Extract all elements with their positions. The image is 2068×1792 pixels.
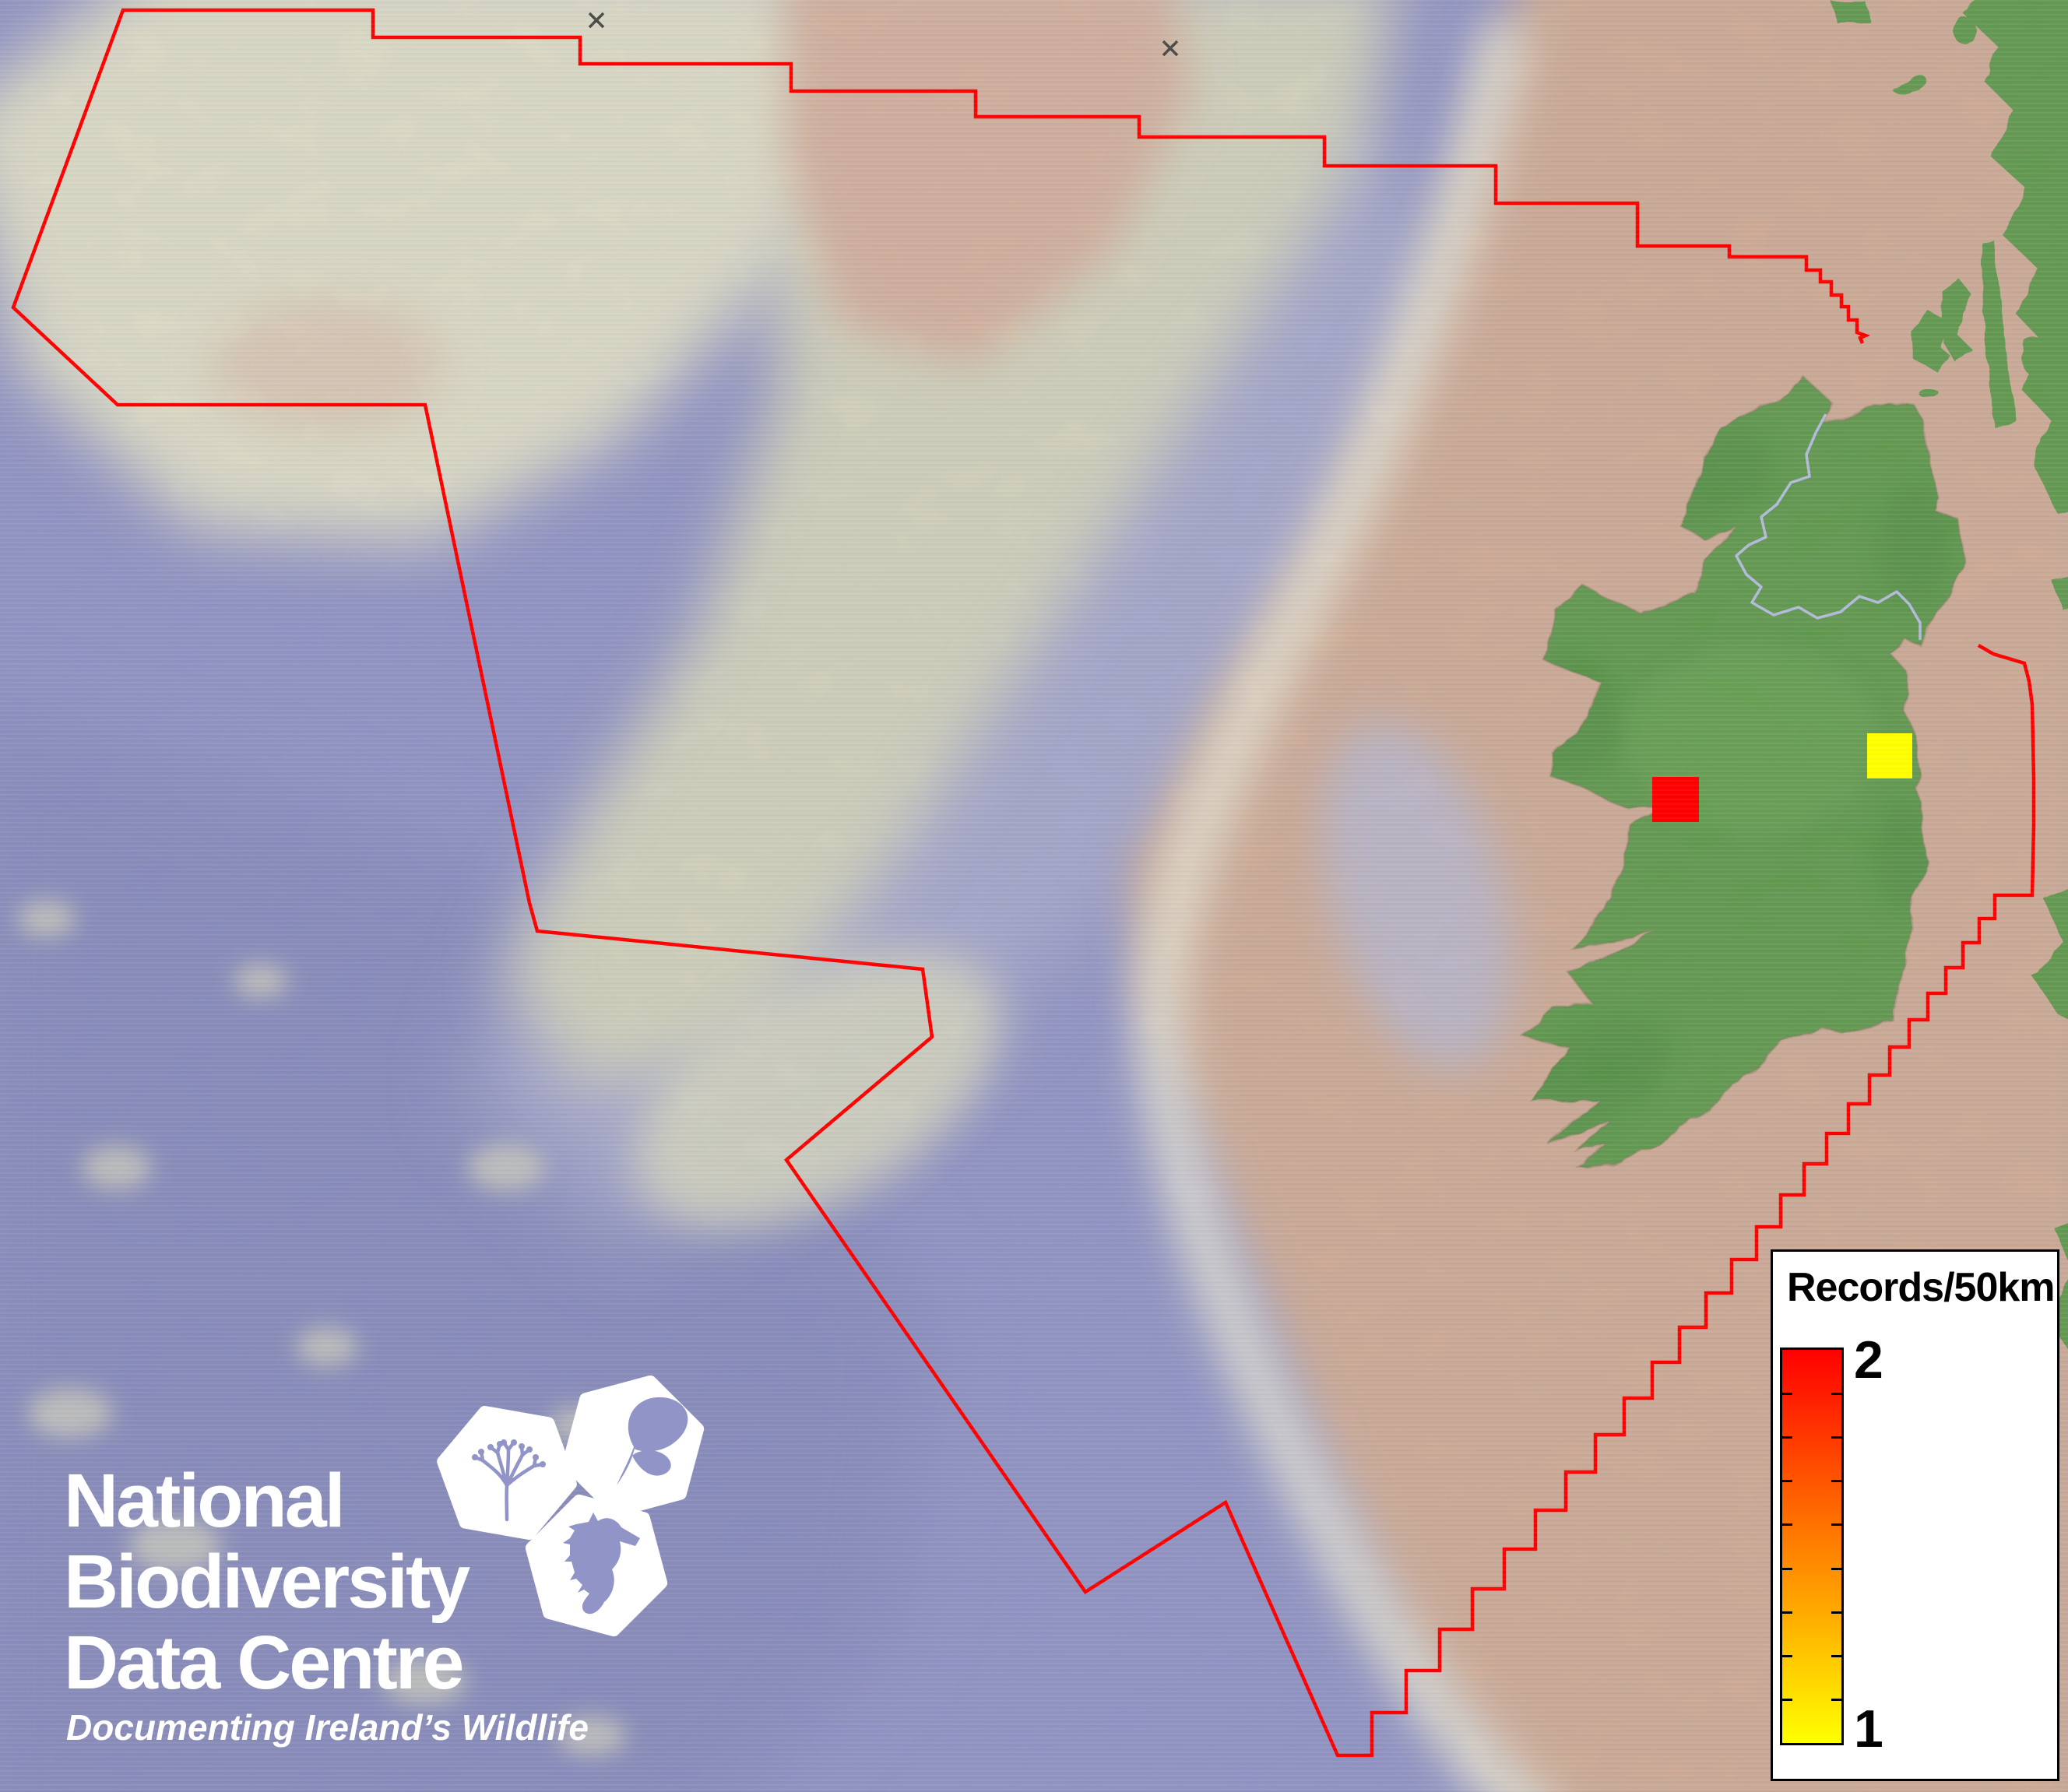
legend-colorbar	[1780, 1348, 1844, 1745]
colorbar-tick	[1782, 1436, 1792, 1439]
butterfly-icon	[617, 1397, 688, 1485]
butterfly-hexagon	[561, 1375, 705, 1518]
record-grid-cells	[1652, 733, 1912, 822]
logo-hexagons	[437, 1375, 705, 1637]
colorbar-tick	[1782, 1611, 1792, 1614]
colorbar-tick	[1782, 1480, 1792, 1483]
legend-title: Records/50km	[1787, 1265, 2056, 1310]
record-cell-value-1	[1867, 733, 1912, 778]
northern-ireland-border	[1735, 413, 1922, 640]
seahorse-hexagon	[525, 1494, 668, 1637]
colorbar-tick	[1831, 1611, 1841, 1614]
map-cross-marks	[588, 12, 1179, 57]
colorbar-tick	[1831, 1698, 1841, 1701]
cross-mark	[588, 12, 605, 29]
colorbar-tick	[1782, 1698, 1792, 1701]
legend-min-label: 1	[1854, 1699, 1883, 1759]
colorbar-tick	[1782, 1567, 1792, 1570]
colorbar-tick	[1831, 1436, 1841, 1439]
record-cell-value-2	[1652, 777, 1699, 822]
colorbar-tick	[1782, 1523, 1792, 1527]
colorbar-tick	[1831, 1654, 1841, 1657]
logo-tagline: Documenting Ireland’s Wildlife	[66, 1707, 589, 1748]
plant-hexagon	[437, 1406, 577, 1540]
plant-umbel-icon	[472, 1439, 546, 1522]
colorbar-tick	[1831, 1523, 1841, 1527]
designated-maritime-area-boundary	[11, 8, 2036, 1758]
logo-line-biodiversity: Biodiversity	[64, 1539, 470, 1624]
logo-line-data-centre: Data Centre	[64, 1620, 464, 1705]
colorbar-tick	[1831, 1393, 1841, 1396]
legend-panel: Records/50km 2 1	[1771, 1249, 2059, 1781]
logo-line-national: National	[64, 1458, 346, 1543]
colorbar-tick	[1831, 1480, 1841, 1483]
colorbar-tick	[1782, 1654, 1792, 1657]
legend-max-label: 2	[1854, 1330, 1883, 1390]
seahorse-icon	[563, 1513, 640, 1615]
cross-mark	[1162, 40, 1179, 57]
colorbar-tick	[1831, 1567, 1841, 1570]
colorbar-tick	[1782, 1393, 1792, 1396]
